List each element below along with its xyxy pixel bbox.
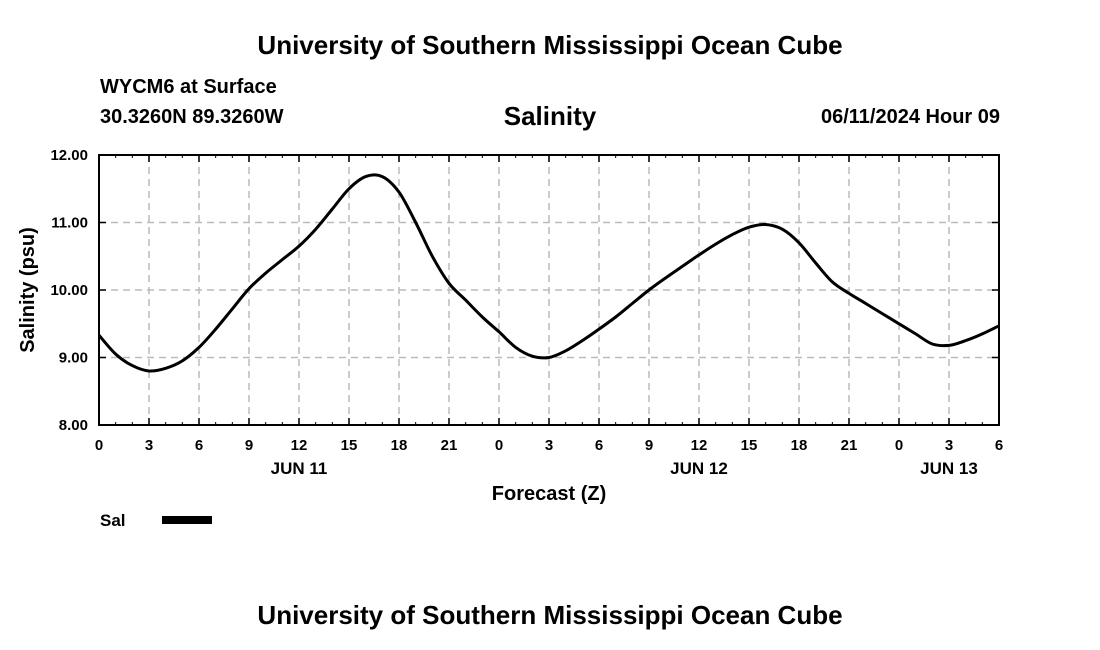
x-tick-label: 9 [645, 437, 653, 454]
y-axis-label: Salinity (psu) [17, 227, 39, 353]
x-tick-label: 12 [691, 437, 708, 454]
x-tick-label: 6 [595, 437, 603, 454]
grid-lines [99, 155, 999, 425]
coordinates-label: 30.3260N 89.3260W [100, 106, 284, 128]
x-axis-label: Forecast (Z) [492, 483, 606, 505]
day-label: JUN 12 [670, 459, 728, 478]
page-title: University of Southern Mississippi Ocean… [257, 30, 843, 60]
y-tick-label: 9.00 [59, 350, 88, 367]
x-tick-label: 3 [945, 437, 953, 454]
chart-title: Salinity [503, 101, 597, 131]
x-tick-label: 6 [195, 437, 203, 454]
forecast-datetime: 06/11/2024 Hour 09 [820, 106, 1000, 128]
y-tick-label: 8.00 [59, 417, 88, 434]
x-tick-label: 21 [441, 437, 458, 454]
x-tick-label: 21 [841, 437, 858, 454]
x-tick-label: 9 [245, 437, 253, 454]
plot-frame [98, 154, 1000, 426]
x-tick-label: 6 [995, 437, 1003, 454]
x-tick-label: 3 [545, 437, 553, 454]
axis-labels: 0 3 6 9 12 15 18 21 0 3 6 9 12 15 18 21 0 3 6 8.00 9.00 10.00… [50, 147, 1003, 478]
footer-title: University of Southern Mississippi Ocean… [257, 600, 843, 630]
legend: Sal [100, 511, 212, 530]
x-tick-label: 0 [895, 437, 903, 454]
x-tick-label: 18 [791, 437, 808, 454]
x-tick-label: 15 [341, 437, 358, 454]
day-label: JUN 13 [920, 459, 978, 478]
x-tick-label: 0 [495, 437, 503, 454]
day-label: JUN 11 [271, 459, 328, 478]
x-tick-label: 0 [95, 437, 103, 454]
x-tick-label: 15 [741, 437, 758, 454]
legend-label-sal: Sal [100, 511, 126, 530]
series-line-salinity [97, 173, 1000, 373]
x-tick-label: 12 [291, 437, 308, 454]
y-tick-label: 12.00 [50, 147, 88, 164]
y-tick-label: 11.00 [51, 215, 88, 232]
x-tick-label: 3 [145, 437, 153, 454]
y-tick-label: 10.00 [50, 282, 88, 299]
x-tick-label: 18 [391, 437, 408, 454]
series-group [97, 173, 1000, 373]
station-label: WYCM6 at Surface [100, 76, 277, 98]
